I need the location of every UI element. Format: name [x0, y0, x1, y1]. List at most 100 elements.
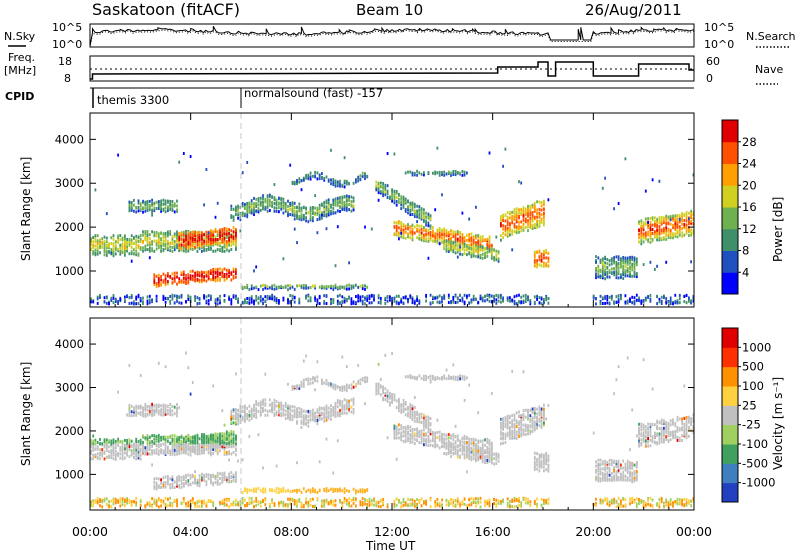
velocity-cell	[187, 483, 190, 487]
power-cell	[142, 300, 144, 304]
power-cell	[169, 241, 172, 245]
power-cell	[377, 187, 380, 191]
velocity-cell	[305, 415, 307, 419]
power-cell	[610, 271, 613, 275]
velocity-cell	[316, 410, 319, 414]
power-cell	[479, 248, 482, 252]
power-cell	[463, 244, 466, 248]
velocity-cell	[280, 405, 283, 409]
power-cell	[264, 207, 267, 211]
power-colorbar-tick-label: 12	[742, 222, 757, 236]
power-cell	[407, 208, 409, 211]
velocity-cell	[139, 406, 142, 410]
velocity-cell	[327, 414, 330, 418]
power-cell	[133, 209, 135, 213]
velocity-cell	[180, 501, 183, 505]
power-cell	[395, 191, 398, 195]
power-cell	[336, 182, 339, 186]
power-cell	[266, 202, 269, 206]
velocity-cell	[101, 448, 104, 452]
power-cell	[384, 190, 387, 194]
power-cell	[341, 207, 344, 211]
power-cell	[151, 204, 153, 208]
power-cell	[173, 210, 176, 214]
power-cell	[348, 208, 350, 212]
power-cell	[479, 254, 482, 257]
power-cell	[624, 259, 627, 263]
power-cell	[418, 236, 421, 240]
power-cell	[432, 229, 434, 233]
velocity-cell	[155, 443, 158, 447]
velocity-cell	[167, 412, 169, 416]
power-cell	[162, 198, 165, 202]
velocity-cell	[237, 412, 239, 416]
power-cell	[275, 300, 278, 304]
power-cell	[203, 245, 205, 249]
power-cell	[135, 295, 138, 299]
power-cell	[547, 198, 550, 202]
power-cell	[472, 250, 475, 254]
velocity-cell	[212, 448, 215, 451]
velocity-cell	[212, 452, 215, 455]
velocity-cell	[212, 443, 215, 447]
power-cell	[187, 246, 190, 250]
power-cell	[518, 224, 520, 228]
power-cell	[305, 216, 307, 220]
velocity-cell	[90, 438, 92, 442]
power-cell	[345, 208, 348, 212]
power-cell	[162, 279, 165, 283]
power-cell	[402, 205, 405, 209]
power-cell	[536, 260, 538, 264]
power-cell	[500, 217, 502, 221]
velocity-cell	[114, 500, 117, 504]
power-cell	[379, 299, 382, 303]
velocity-cell	[230, 412, 233, 416]
power-cell	[624, 294, 627, 298]
velocity-cell	[239, 414, 242, 418]
velocity-cell	[253, 414, 255, 418]
velocity-cell	[169, 483, 172, 487]
velocity-cell	[173, 405, 176, 409]
power-cell	[425, 293, 427, 297]
velocity-cell	[203, 473, 205, 477]
power-cell	[395, 221, 398, 225]
power-cell	[660, 228, 663, 232]
velocity-cell	[287, 503, 289, 507]
power-cell	[212, 270, 215, 274]
velocity-cell	[148, 501, 151, 505]
power-cell	[454, 251, 457, 255]
power-cell	[479, 296, 482, 300]
power-cell	[472, 240, 475, 244]
velocity-cell	[185, 351, 187, 355]
velocity-cell	[325, 437, 328, 441]
power-cell	[524, 297, 527, 301]
velocity-cell	[169, 501, 172, 505]
power-cell	[205, 295, 208, 299]
velocity-cell	[239, 404, 242, 408]
velocity-cell	[124, 456, 126, 460]
power-cell	[214, 268, 217, 272]
velocity-cell	[191, 448, 194, 451]
power-cell	[398, 201, 400, 205]
power-cell	[445, 231, 448, 235]
power-cell	[382, 185, 384, 189]
power-cell	[155, 282, 158, 285]
velocity-cell	[305, 409, 307, 413]
power-cell	[173, 244, 176, 248]
velocity-cell	[92, 446, 95, 449]
velocity-cell	[148, 448, 151, 451]
power-cell	[506, 223, 509, 227]
power-cell	[481, 296, 484, 300]
power-cell	[665, 221, 668, 225]
power-cell	[180, 231, 183, 235]
power-cell	[232, 207, 235, 211]
power-cell	[631, 274, 634, 278]
power-cell	[488, 248, 491, 252]
power-cell	[477, 250, 480, 253]
power-cell	[425, 221, 427, 225]
power-cell	[300, 206, 303, 210]
velocity-cell	[228, 476, 230, 480]
velocity-cell	[244, 489, 246, 493]
power-cell	[336, 184, 339, 188]
power-cell	[203, 249, 205, 253]
